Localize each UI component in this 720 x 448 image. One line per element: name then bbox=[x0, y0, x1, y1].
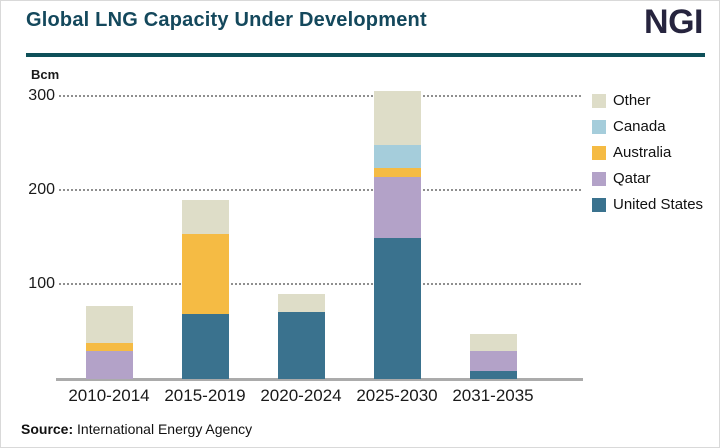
segment-australia bbox=[373, 168, 421, 177]
x-tick-2010-2014: 2010-2014 bbox=[68, 386, 150, 405]
ngi-logo: NGI bbox=[644, 3, 703, 41]
x-tick-2020-2024: 2020-2024 bbox=[260, 386, 342, 405]
legend-item-australia: Australia bbox=[592, 144, 703, 161]
segment-canada bbox=[373, 144, 421, 169]
segment-other bbox=[469, 333, 517, 351]
x-tick-2031-2035: 2031-2035 bbox=[452, 386, 534, 405]
segment-united-states bbox=[181, 314, 229, 379]
y-axis-unit-label: Bcm bbox=[31, 67, 60, 82]
segment-australia bbox=[181, 234, 229, 315]
segment-qatar bbox=[373, 176, 421, 238]
gridline-200 bbox=[59, 189, 581, 191]
page-title: Global LNG Capacity Under Development bbox=[26, 9, 427, 31]
legend-swatch-icon bbox=[592, 197, 606, 212]
y-tick-300: 300 bbox=[28, 87, 55, 104]
x-tick-2015-2019: 2015-2019 bbox=[164, 386, 246, 405]
segment-united-states bbox=[277, 312, 325, 379]
gridline-100 bbox=[59, 283, 581, 285]
segment-other bbox=[181, 200, 229, 235]
legend-item-qatar: Qatar bbox=[592, 170, 703, 187]
plot-area bbox=[56, 81, 583, 381]
segment-united-states bbox=[373, 238, 421, 379]
bar-2025-2030 bbox=[373, 91, 421, 379]
y-tick-100: 100 bbox=[28, 275, 55, 292]
legend: Other Canada Australia Qatar United States bbox=[592, 92, 703, 222]
bar-2010-2014 bbox=[85, 305, 133, 379]
legend-label: Canada bbox=[613, 118, 666, 135]
source-text: International Energy Agency bbox=[77, 421, 253, 437]
legend-swatch-icon bbox=[592, 171, 606, 186]
legend-swatch-icon bbox=[592, 145, 606, 160]
source-label: Source: bbox=[21, 421, 74, 437]
segment-australia bbox=[85, 343, 133, 351]
legend-item-other: Other bbox=[592, 92, 703, 109]
legend-label: Other bbox=[613, 92, 651, 109]
legend-label: Qatar bbox=[613, 170, 651, 187]
source-note: Source: International Energy Agency bbox=[21, 421, 252, 437]
legend-swatch-icon bbox=[592, 93, 606, 108]
x-axis-line bbox=[56, 378, 583, 381]
legend-label: Australia bbox=[613, 144, 672, 161]
legend-label: United States bbox=[613, 196, 704, 213]
gridline-300 bbox=[59, 95, 581, 97]
bar-2015-2019 bbox=[181, 200, 229, 379]
segment-other bbox=[277, 294, 325, 313]
segment-united-states bbox=[469, 371, 517, 379]
segment-other bbox=[85, 305, 133, 344]
x-tick-2025-2030: 2025-2030 bbox=[356, 386, 438, 405]
legend-item-united-states: United States bbox=[592, 196, 703, 213]
legend-swatch-icon bbox=[592, 119, 606, 134]
divider-rule bbox=[26, 53, 705, 57]
segment-other bbox=[373, 91, 421, 145]
bar-2031-2035 bbox=[469, 333, 517, 379]
segment-qatar bbox=[469, 350, 517, 372]
legend-item-canada: Canada bbox=[592, 118, 703, 135]
bar-2020-2024 bbox=[277, 294, 325, 379]
segment-qatar bbox=[85, 350, 133, 379]
y-tick-200: 200 bbox=[28, 181, 55, 198]
